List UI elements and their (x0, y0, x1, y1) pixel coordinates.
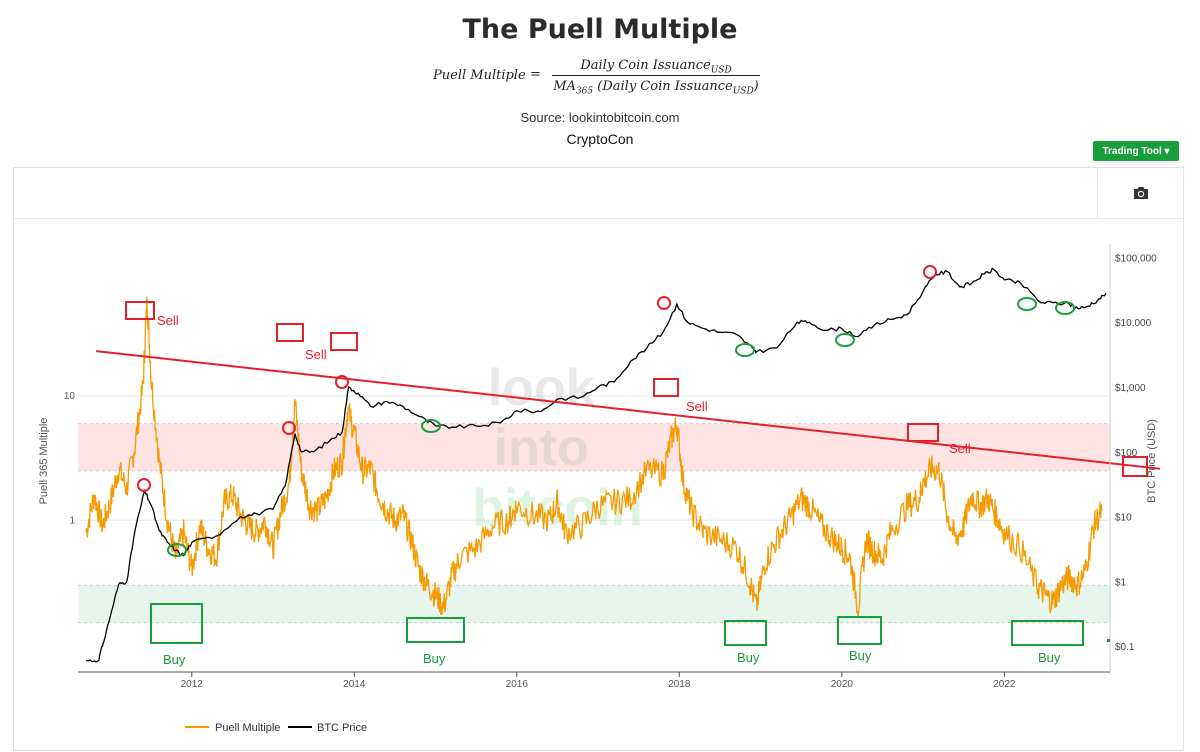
bottom-circle-marker (835, 333, 855, 347)
x-tick-label: 2012 (181, 679, 204, 690)
trading-tool-button[interactable]: Trading Tool ▾ (1093, 141, 1179, 161)
author-text: CryptoCon (566, 131, 634, 147)
bottom-circle-marker (735, 343, 755, 357)
top-circle-marker (923, 265, 937, 279)
formula-lhs: Puell Multiple (433, 68, 526, 83)
buy-label: Buy (737, 650, 760, 665)
y2-tick-label: $10 (1115, 513, 1132, 524)
sell-marker-box (1122, 456, 1148, 477)
buy-marker-box (150, 603, 203, 644)
top-circle-marker (137, 478, 151, 492)
page-title: The Puell Multiple (462, 14, 738, 45)
buy-marker-box (837, 616, 882, 645)
sell-marker-box (125, 301, 155, 320)
watermark-text: look (488, 359, 595, 417)
top-circle-marker (657, 296, 671, 310)
buy-marker-box (724, 620, 767, 646)
sell-label: Sell (305, 347, 327, 362)
buy-zone-band (78, 585, 1110, 623)
formula-fraction-bar (552, 75, 760, 76)
puell-multiple-line (85, 296, 1103, 617)
y2-tick-label: $100 (1115, 448, 1138, 459)
x-tick-label: 2020 (831, 679, 854, 690)
buy-label: Buy (1038, 650, 1061, 665)
legend-label-btc: BTC Price (317, 722, 367, 734)
sell-marker-box (907, 423, 939, 442)
bottom-circle-marker (1017, 297, 1037, 311)
x-tick-label: 2016 (506, 679, 529, 690)
sell-label: Sell (949, 441, 971, 456)
legend-label-puell: Puell Multiple (215, 722, 280, 734)
source-text: Source: lookintobitcoin.com (520, 110, 680, 125)
y2-axis-title: BTC Price (USD) (1146, 419, 1158, 503)
x-tick-label: 2014 (343, 679, 366, 690)
sell-marker-box (276, 323, 304, 342)
top-circle-marker (335, 375, 349, 389)
formula-equals: = (530, 67, 541, 82)
watermark-text: into (494, 419, 589, 477)
y2-tick-label: $1,000 (1115, 383, 1146, 394)
camera-button[interactable] (1097, 168, 1183, 218)
buy-marker-box (406, 617, 465, 643)
trend-line (96, 350, 1161, 470)
y-axis-title: Puell 365 Multiple (38, 418, 50, 505)
top-circle-marker (282, 421, 296, 435)
buy-marker-box (1011, 620, 1084, 646)
toolbar-divider (13, 218, 1183, 219)
y2-tick-label: $100,000 (1115, 253, 1157, 264)
formula-numerator: Daily Coin IssuanceUSD (580, 58, 732, 76)
axis-marker-dot (1107, 639, 1110, 642)
y2-tick-label: $10,000 (1115, 318, 1152, 329)
x-tick-label: 2022 (993, 679, 1016, 690)
bottom-circle-marker (167, 543, 187, 557)
puell-formula: Puell Multiple = Daily Coin IssuanceUSD … (0, 58, 1200, 98)
buy-label: Buy (423, 651, 446, 666)
sell-label: Sell (686, 399, 708, 414)
y-tick-label: 1 (69, 515, 75, 526)
formula-denominator: MA365 (Daily Coin IssuanceUSD) (553, 79, 759, 97)
bottom-circle-marker (1055, 301, 1075, 315)
x-tick-label: 2018 (668, 679, 691, 690)
sell-marker-box (653, 378, 679, 397)
buy-label: Buy (849, 648, 872, 663)
y2-tick-label: $1 (1115, 577, 1127, 588)
bottom-circle-marker (421, 419, 441, 433)
sell-label: Sell (157, 313, 179, 328)
camera-icon (1133, 187, 1148, 199)
sell-marker-box (330, 332, 358, 351)
y-tick-label: 10 (64, 391, 76, 402)
y2-tick-label: $0.1 (1115, 642, 1135, 653)
buy-label: Buy (163, 652, 186, 667)
